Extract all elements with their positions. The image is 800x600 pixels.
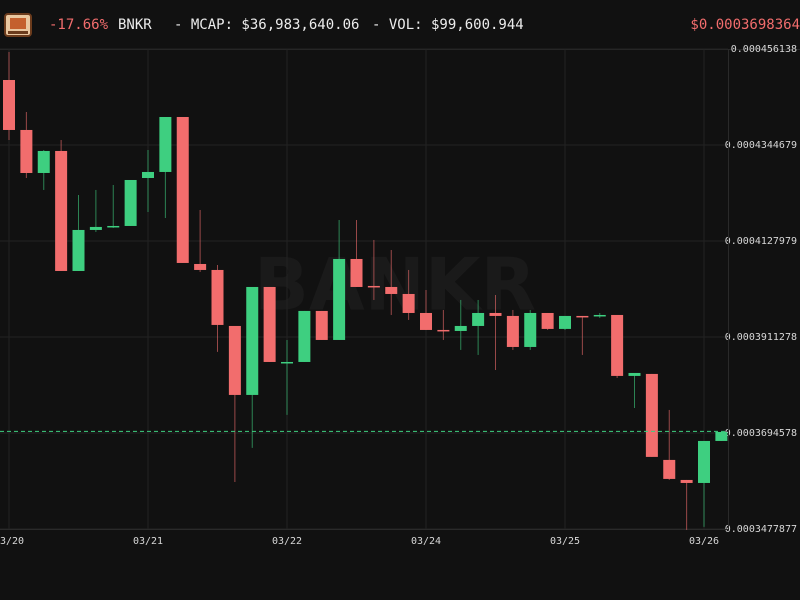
candle-body	[506, 315, 519, 347]
candle-body	[298, 310, 311, 362]
candle-body	[715, 431, 728, 441]
candle-body	[333, 258, 346, 340]
candle-body	[55, 150, 68, 271]
candle-body	[593, 314, 606, 317]
candle-body	[89, 226, 102, 230]
candle-body	[663, 459, 676, 479]
x-tick-label: 03/24	[411, 536, 441, 547]
candle-body	[628, 372, 641, 376]
candle-body	[107, 225, 120, 228]
x-tick-label: 03/25	[550, 536, 580, 547]
candle-body	[3, 80, 15, 130]
candle-body	[541, 312, 554, 329]
candle-body	[246, 286, 259, 395]
last-price-label: $0.0003698364	[690, 17, 800, 33]
token-icon	[4, 13, 32, 37]
candle-body	[124, 179, 137, 226]
candle-body	[559, 315, 571, 329]
y-tick-label: 0.0004127979	[725, 236, 797, 247]
candle-body	[524, 312, 537, 347]
candle-body	[315, 310, 328, 340]
candle-body	[20, 129, 33, 173]
candle-body	[402, 293, 415, 313]
candle-body	[645, 373, 658, 457]
candle-body	[420, 312, 432, 330]
x-tick-label: 03/22	[272, 536, 302, 547]
candle-body	[37, 150, 50, 173]
candle-body	[281, 361, 293, 364]
candle-body	[472, 312, 485, 326]
price-change: -17.66%	[49, 17, 109, 33]
candle-body	[454, 325, 467, 331]
candle-body	[350, 258, 363, 287]
candle-body	[489, 312, 502, 316]
y-tick-label: 0.0003694578	[725, 428, 797, 439]
candle-body	[385, 286, 398, 294]
candle-body	[698, 440, 710, 483]
x-tick-label: 03/26	[689, 536, 719, 547]
candle-body	[228, 325, 241, 395]
candle-body	[367, 285, 380, 288]
y-tick-label: 0.000456138	[731, 44, 797, 55]
candle-body	[680, 479, 693, 483]
y-tick-label: 0.0004344679	[725, 140, 797, 151]
candle-body	[142, 171, 154, 178]
candle-body	[211, 269, 224, 325]
candle-body	[72, 229, 85, 271]
candle-body	[611, 314, 624, 376]
candle-body	[576, 315, 589, 318]
candle-body	[437, 329, 450, 332]
x-tick-label: 03/21	[133, 536, 163, 547]
candle-body	[263, 286, 276, 362]
y-tick-label: 0.0003911278	[725, 332, 797, 343]
symbol: BNKR	[118, 17, 152, 33]
y-tick-label: 0.0003477877	[725, 524, 797, 535]
candle-body	[194, 263, 207, 270]
volume: - VOL: $99,600.944	[372, 17, 524, 33]
market-cap: - MCAP: $36,983,640.06	[174, 17, 359, 33]
candle-body	[176, 116, 189, 263]
candle-body	[159, 116, 172, 172]
x-tick-label: 03/20	[0, 536, 24, 547]
